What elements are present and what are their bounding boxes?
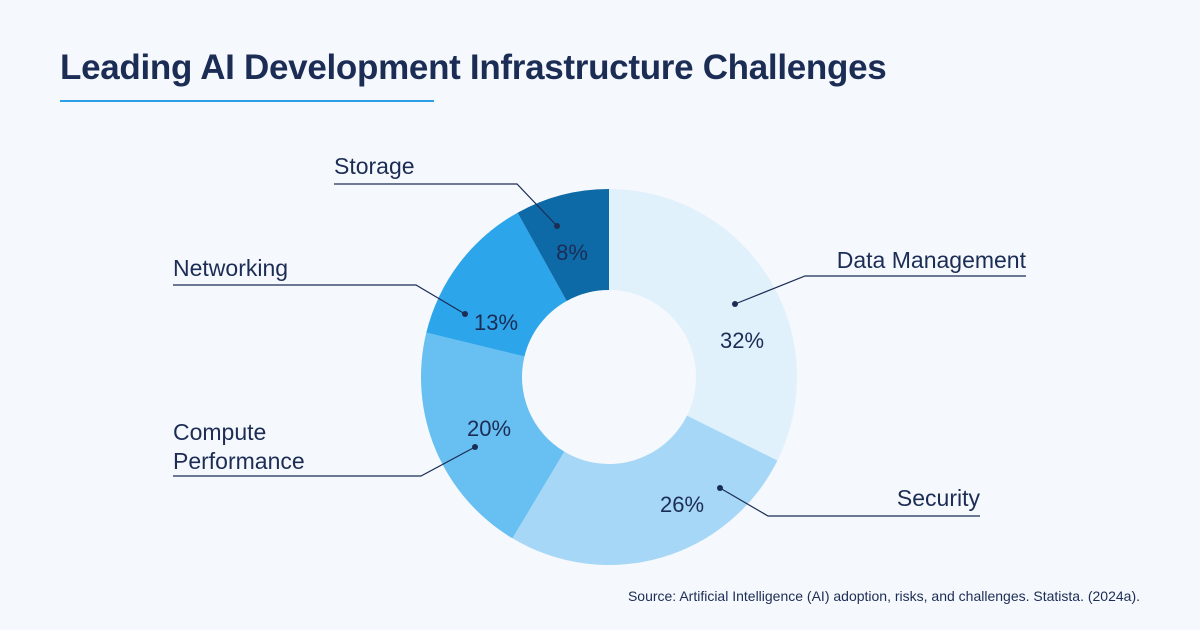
slice-category-label: Data Management — [837, 247, 1027, 273]
leader-line — [334, 183, 558, 227]
slice-value-label: 20% — [467, 416, 511, 441]
donut-hole — [522, 290, 696, 464]
leader-line — [173, 284, 466, 315]
leader-line — [719, 487, 980, 517]
leader-line — [173, 446, 476, 477]
donut-slice — [421, 332, 565, 539]
leader-dot — [732, 301, 738, 307]
leader-dot — [717, 485, 723, 491]
slice-value-label: 8% — [556, 240, 588, 265]
slice-value-label: 26% — [660, 492, 704, 517]
leader-dot — [462, 311, 468, 317]
leader-dot — [554, 223, 560, 229]
source-note: Source: Artificial Intelligence (AI) ado… — [627, 588, 1140, 604]
slice-category-label: Security — [897, 485, 981, 511]
donut-slice — [426, 212, 567, 357]
slice-category-label: Networking — [173, 255, 288, 281]
leader-dot — [472, 444, 478, 450]
donut-slice — [512, 415, 778, 566]
slice-category-label: Storage — [334, 153, 415, 179]
donut-slice — [609, 189, 798, 461]
chart-title: Leading AI Development Infrastructure Ch… — [60, 48, 887, 87]
slice-category-label: Performance — [173, 448, 305, 474]
slice-value-label: 32% — [720, 328, 764, 353]
slice-value-label: 13% — [474, 310, 518, 335]
leader-line — [734, 275, 1026, 305]
donut-slice — [517, 189, 609, 301]
slice-category-label: Compute — [173, 419, 266, 445]
title-underline — [60, 100, 434, 102]
